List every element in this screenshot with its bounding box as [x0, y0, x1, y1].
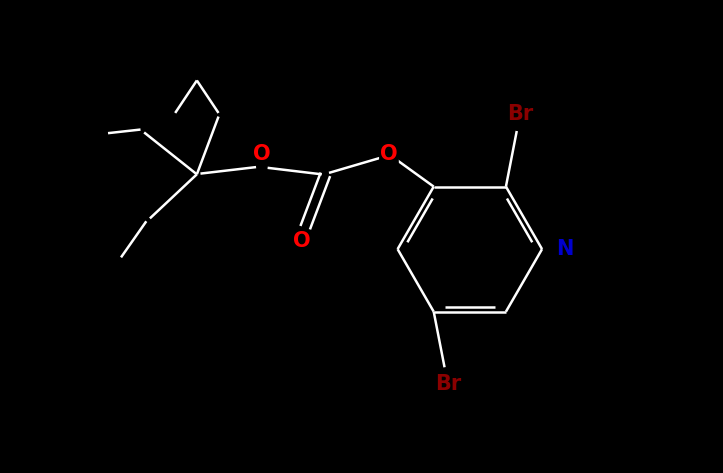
Text: Br: Br: [435, 374, 461, 394]
Text: N: N: [557, 239, 574, 259]
Text: O: O: [380, 144, 398, 164]
Text: O: O: [253, 144, 270, 164]
Text: Br: Br: [508, 105, 534, 124]
Text: O: O: [293, 231, 310, 251]
